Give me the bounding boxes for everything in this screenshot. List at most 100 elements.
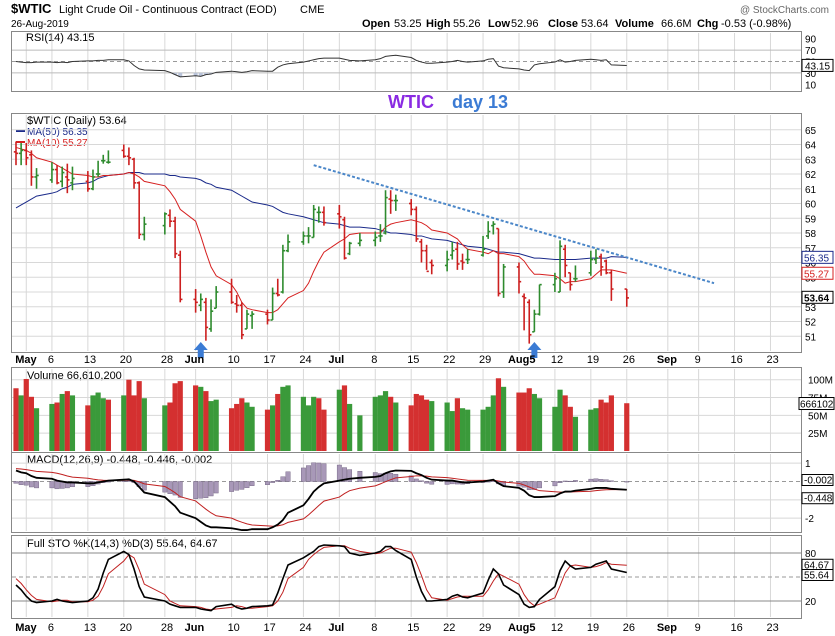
price-bar: [18, 143, 24, 166]
x-tick-label: May: [15, 354, 37, 366]
macd-histogram-bar: [193, 481, 199, 499]
volume-bar: [193, 385, 199, 451]
macd-histogram-bar: [444, 481, 450, 485]
rsi-y-tick: 90: [805, 35, 817, 46]
macd-histogram-bar: [64, 481, 70, 489]
volume-bar: [490, 395, 496, 451]
price-y-tick: 52: [805, 318, 817, 329]
macd-histogram-bar: [408, 475, 414, 482]
price-bar: [178, 250, 183, 303]
macd-histogram-bar: [213, 481, 219, 494]
wtic-annotation: WTIC: [388, 92, 434, 112]
price-bar: [244, 309, 250, 330]
volume-bar: [136, 381, 142, 451]
macd-histogram-bar: [316, 462, 322, 482]
sto-k-tag-box: [801, 568, 834, 581]
price-y-tick: 62: [805, 170, 817, 181]
rsi-y-tick: 10: [805, 80, 817, 91]
price-bar: [29, 150, 34, 186]
macd-histogram-bar: [167, 481, 173, 494]
macd-histogram-bar: [229, 481, 234, 492]
macd-histogram-bar: [388, 473, 394, 482]
x-tick-label: 20: [120, 354, 132, 366]
x-tick-label: 24: [299, 354, 311, 366]
x-tick-label: Jun: [185, 622, 205, 634]
volume-bar: [49, 403, 55, 451]
x-tick-label: 28: [161, 622, 173, 634]
rsi-line: [15, 54, 627, 78]
volume-bar: [285, 385, 291, 451]
volume-bar: [105, 399, 111, 451]
price-bar: [126, 147, 132, 166]
ma10-line: [15, 146, 627, 314]
price-bar: [521, 293, 527, 331]
price-bar: [516, 262, 522, 294]
price-bar: [234, 294, 239, 313]
volume-bar: [85, 405, 91, 451]
x-tick-label: 26: [623, 622, 635, 634]
sto-k-tag: 55.64: [804, 570, 829, 581]
macd-histogram-bar: [70, 481, 75, 488]
macd-histogram-bar: [419, 480, 424, 482]
volume-bar: [131, 395, 137, 451]
price-bar: [203, 297, 209, 341]
price-y-tick: 64: [805, 141, 817, 152]
x-tick-label: 17: [263, 622, 275, 634]
rsi-y-tick: 30: [805, 69, 817, 80]
price-bar: [480, 235, 486, 257]
sto-title: Full STO %K(14,3) %D(3) 55.64, 64.67: [27, 538, 218, 550]
x-tick-label: 12: [551, 622, 563, 634]
price-y-tick: 53: [805, 303, 817, 314]
volume-bar: [572, 416, 579, 451]
macd-histogram-bar: [49, 481, 55, 489]
macd-histogram-bar: [336, 464, 342, 482]
price-bar: [552, 272, 558, 292]
macd-histogram-bar: [588, 478, 594, 482]
price-bar: [562, 244, 568, 278]
price-bar: [142, 216, 147, 241]
x-tick-label: 23: [766, 354, 778, 366]
price-bar: [444, 250, 450, 272]
volume-bar: [336, 389, 342, 451]
volume-value: 66.6M: [661, 18, 692, 30]
ma10-label: MA(10) 55.27: [27, 138, 88, 149]
volume-bar: [593, 408, 599, 451]
macd-histogram-bar: [608, 480, 614, 482]
price-title: $WTIC (Daily) 53.64: [27, 115, 127, 127]
x-tick-label: 8: [371, 354, 377, 366]
volume-bar: [244, 402, 250, 451]
macd-histogram-bar: [357, 471, 363, 482]
volume-bar: [454, 398, 460, 451]
price-bar: [537, 283, 542, 316]
volume-bar: [393, 402, 399, 451]
price-bar: [239, 302, 245, 340]
volume-bar: [249, 406, 255, 451]
rsi-current-tag: [801, 58, 834, 72]
chg-value: -0.53 (-0.98%): [721, 18, 791, 30]
macd-histogram-bar: [537, 481, 542, 489]
price-y-tick: 60: [805, 200, 817, 211]
ma50-label: MA(50) 56.35: [27, 127, 88, 138]
price-bar: [90, 169, 96, 191]
price-bar: [532, 309, 537, 333]
macd-histogram-bar: [562, 480, 568, 482]
price-bar: [568, 272, 573, 291]
price-bar: [229, 278, 234, 304]
price-bar: [496, 227, 501, 297]
price-current-tag-box: [801, 290, 834, 304]
price-bar: [24, 143, 29, 166]
price-bar: [95, 160, 101, 177]
close-label: Close: [548, 18, 578, 30]
x-tick-label: 6: [48, 622, 54, 634]
macd-histogram-bar: [13, 481, 19, 484]
volume-bar: [608, 395, 614, 451]
x-tick-label: Sep: [657, 354, 677, 366]
macd-histogram-bar: [177, 481, 183, 498]
x-tick-label: 10: [228, 354, 240, 366]
volume-y-tick: 100M: [808, 376, 833, 387]
volume-bar: [465, 409, 471, 451]
price-bar: [270, 287, 275, 321]
volume-bar: [495, 378, 502, 451]
price-bar: [573, 265, 578, 282]
